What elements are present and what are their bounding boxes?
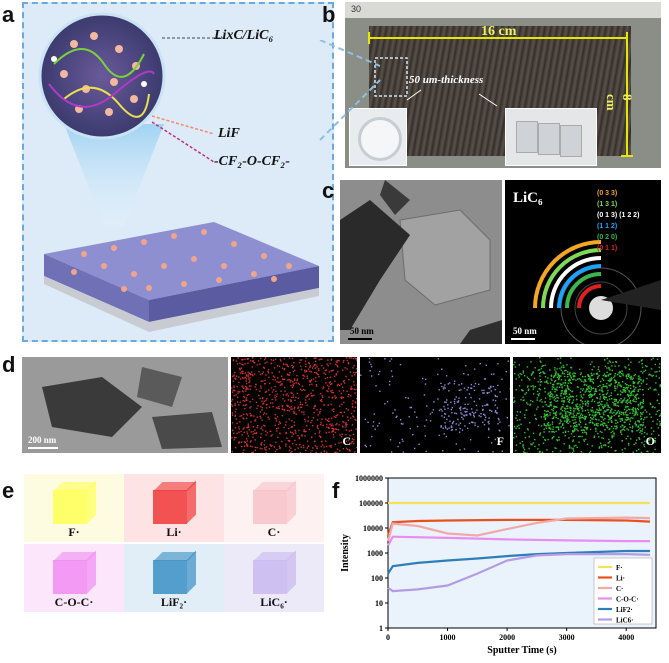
y-tick-label: 10 — [375, 599, 383, 608]
ring-label: (0 1 3) (1 2 2) — [597, 212, 640, 219]
panel-d-label: d — [2, 352, 16, 377]
legend-entry: C-O-C· — [616, 596, 639, 604]
tem-image: 50 nm — [340, 180, 502, 344]
x-tick-label: 2000 — [499, 633, 515, 642]
width-label: 16 cm — [481, 24, 517, 39]
panel-e-label: e — [2, 478, 15, 503]
x-tick-label: 3000 — [559, 633, 575, 642]
saed-pattern: LiC₆ (0 3 3) (1 3 1) (0 1 3) (1 2 2) (1 1 2… — [505, 180, 661, 344]
ring-label: (0 2 0) — [597, 234, 618, 241]
zoom-beam — [64, 124, 164, 226]
saed-title: LiC₆ — [513, 190, 543, 206]
tof-sims-cube-cell: F· — [24, 474, 124, 542]
tof-sims-cube-cell: C· — [224, 474, 324, 542]
tof-sims-cube — [153, 480, 197, 524]
zoom-particles — [48, 32, 155, 118]
series-line — [386, 518, 651, 536]
eds-map-f: F — [360, 357, 512, 455]
panel-a-schematic: LixC/LiC₆ LiF -CF₂-O-CF₂- — [22, 2, 334, 342]
tof-sims-cube — [253, 480, 297, 524]
tem-scale-label: 50 nm — [350, 326, 374, 336]
saed-scale-label: 50 nm — [513, 326, 537, 336]
tof-sims-cube — [53, 550, 97, 594]
tof-sims-cube-cell: Li· — [124, 474, 224, 542]
ring-label: (0 1 1) — [597, 245, 618, 252]
overview-scale-bar — [28, 447, 58, 449]
tof-sims-cube-cell: LiF₂· — [124, 544, 224, 612]
tof-sims-cube-label: LiF₂· — [160, 595, 188, 609]
electrode-top — [44, 222, 319, 300]
panel-a-label: a — [2, 2, 15, 27]
series-line — [387, 552, 651, 593]
tof-sims-cube-label: C-O-C· — [54, 595, 94, 609]
diffraction-rings — [533, 240, 661, 344]
ring-label: (1 3 1) — [597, 201, 618, 208]
x-tick-label: 4000 — [618, 633, 634, 642]
current-collector — [44, 276, 319, 332]
y-tick-label: 1000 — [367, 549, 383, 558]
ruler-mark: 30 — [351, 4, 362, 14]
ring-label: (1 1 2) — [597, 223, 618, 230]
tof-sims-cube-cell: LiC₆· — [224, 544, 324, 612]
panel-b-photo: 30 16 cm 8 cm 50 um-thickness — [345, 2, 661, 168]
overview-scale-label: 200 nm — [28, 435, 57, 445]
saed-scale-bar — [511, 338, 535, 340]
annotation-lif: LiF — [218, 126, 240, 141]
tof-sims-cube — [53, 480, 97, 524]
dimension-lines — [368, 32, 633, 157]
zoom-connector-lines — [319, 40, 381, 141]
y-axis-label: Intensity — [340, 534, 351, 572]
series-line — [387, 535, 650, 547]
panel-b-label: b — [322, 2, 336, 27]
series-line — [386, 516, 651, 542]
panel-f-label: f — [332, 478, 340, 503]
eds-map-c: C — [231, 357, 359, 455]
tof-sims-cube — [253, 550, 297, 594]
y-tick-label: 1000000 — [355, 474, 383, 483]
eds-map-f-label: F — [496, 434, 504, 448]
annotation-cfocf: -CF₂-O-CF₂- — [214, 154, 290, 169]
tof-sims-cube — [153, 550, 197, 594]
tof-sims-cube-grid: F· Li· C· C-O-C· LiF₂· LiC₆· — [24, 474, 324, 614]
electrode-schematic-illustration — [38, 12, 319, 332]
annotation-lixc: LixC/LiC₆ — [214, 28, 274, 43]
x-tick-label: 1000 — [440, 633, 456, 642]
tem-overview: 200 nm — [22, 357, 228, 453]
tof-sims-cube-label: F· — [68, 525, 80, 539]
ruler: 30 — [345, 2, 661, 18]
tof-sims-cube-label: Li· — [166, 525, 182, 539]
height-label: 8 cm — [604, 94, 635, 111]
eds-map-o: O — [513, 357, 663, 455]
legend-entry: C· — [616, 585, 623, 593]
series-line — [387, 549, 650, 575]
depth-profile-chart: 1 10 100 1000 10000 100000 1000000 0 1000 2000 300… — [340, 474, 657, 656]
tof-sims-cube-label: C· — [267, 525, 281, 539]
inset-pouch-cells — [505, 108, 597, 166]
electrode-particles — [71, 229, 292, 292]
tof-sims-cube-cell: C-O-C· — [24, 544, 124, 612]
zoom-circle — [38, 12, 166, 140]
tof-sims-cube-label: LiC₆· — [260, 595, 288, 609]
x-axis-label: Sputter Time (s) — [487, 645, 556, 656]
ring-label: (0 3 3) — [597, 190, 618, 197]
inset-petri-dish — [349, 108, 407, 166]
legend-entry: Li· — [616, 575, 625, 583]
x-tick-label: 0 — [386, 633, 390, 642]
y-tick-label: 1 — [379, 624, 383, 633]
legend — [593, 557, 653, 625]
eds-map-o-label: O — [645, 434, 655, 448]
eds-map-c-label: C — [342, 434, 351, 448]
y-tick-label: 100000 — [359, 499, 383, 508]
y-tick-label: 100 — [371, 574, 383, 583]
panel-c-label: c — [322, 178, 335, 203]
tem-scale-bar — [348, 338, 372, 340]
legend-entry: F· — [616, 564, 623, 572]
thickness-label: 50 um-thickness — [409, 74, 484, 86]
legend-entry: LiF2· — [616, 606, 633, 614]
y-tick-label: 10000 — [363, 524, 383, 533]
legend-entry: LiC6· — [616, 617, 634, 625]
